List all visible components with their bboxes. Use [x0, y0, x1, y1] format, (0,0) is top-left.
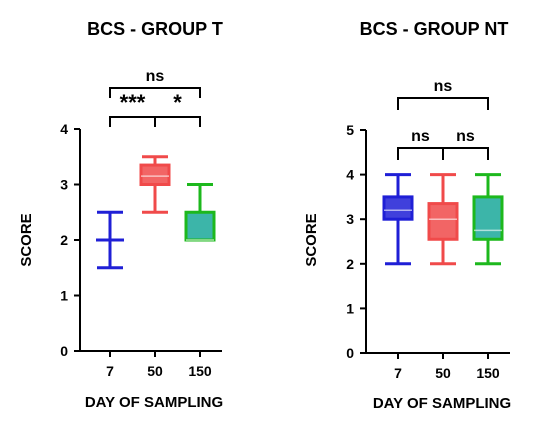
iqr-box [139, 163, 171, 186]
significance-label: * [173, 90, 182, 115]
x-axis-label: DAY OF SAMPLING [85, 394, 223, 411]
y-tick-label: 0 [60, 343, 68, 359]
y-tick-label: 1 [346, 300, 354, 316]
iqr-box [382, 195, 414, 221]
significance-bracket: ns [397, 78, 489, 110]
y-axis-label: SCORE [18, 213, 35, 266]
significance-label: *** [120, 90, 146, 115]
box-plot-7 [96, 210, 124, 270]
bracket-line [109, 116, 156, 127]
box-plot-7 [382, 173, 414, 266]
chart-group-t: BCS - GROUP T DAY OF SAMPLING SCORE 0 1 2 3… [18, 19, 223, 411]
y-tick-label: 3 [60, 177, 68, 193]
bracket-line [109, 87, 201, 98]
significance-bracket: ns [397, 128, 444, 160]
y-tick-label: 4 [346, 167, 354, 183]
y-tick-label: 1 [60, 288, 68, 304]
box-plot-50 [139, 155, 171, 214]
chart-title: BCS - GROUP NT [360, 19, 509, 39]
x-tick-label: 50 [147, 363, 163, 379]
significance-label: ns [411, 128, 430, 145]
box-plot-150 [184, 183, 216, 242]
iqr-box [472, 195, 504, 241]
iqr-box [427, 202, 459, 241]
y-axis-label: SCORE [303, 213, 320, 266]
x-axis-label: DAY OF SAMPLING [373, 395, 511, 412]
y-tick-label: 0 [346, 345, 354, 361]
significance-bracket: ns [442, 128, 489, 160]
significance-bracket: * [154, 90, 201, 127]
significance-label: ns [434, 78, 453, 95]
bracket-line [397, 147, 444, 160]
bracket-line [154, 116, 201, 127]
iqr-box [184, 210, 216, 242]
x-tick-label: 150 [476, 365, 500, 381]
chart-title: BCS - GROUP T [87, 19, 223, 39]
box-plot-150 [472, 173, 504, 266]
significance-bracket: *** [109, 90, 156, 127]
y-tick-label: 4 [60, 121, 68, 137]
chart-group-nt: BCS - GROUP NT DAY OF SAMPLING SCORE 0 1 2… [303, 19, 511, 412]
box-plot-50 [427, 173, 459, 266]
x-tick-label: 7 [394, 365, 402, 381]
x-tick-label: 50 [435, 365, 451, 381]
bracket-line [442, 147, 489, 160]
significance-label: ns [456, 128, 475, 145]
y-tick-label: 5 [346, 122, 354, 138]
x-tick-label: 7 [106, 363, 114, 379]
y-tick-label: 3 [346, 211, 354, 227]
significance-bracket: ns [109, 68, 201, 98]
y-tick-label: 2 [346, 256, 354, 272]
x-tick-label: 150 [188, 363, 212, 379]
y-tick-label: 2 [60, 232, 68, 248]
bracket-line [397, 97, 489, 110]
significance-label: ns [146, 68, 165, 85]
